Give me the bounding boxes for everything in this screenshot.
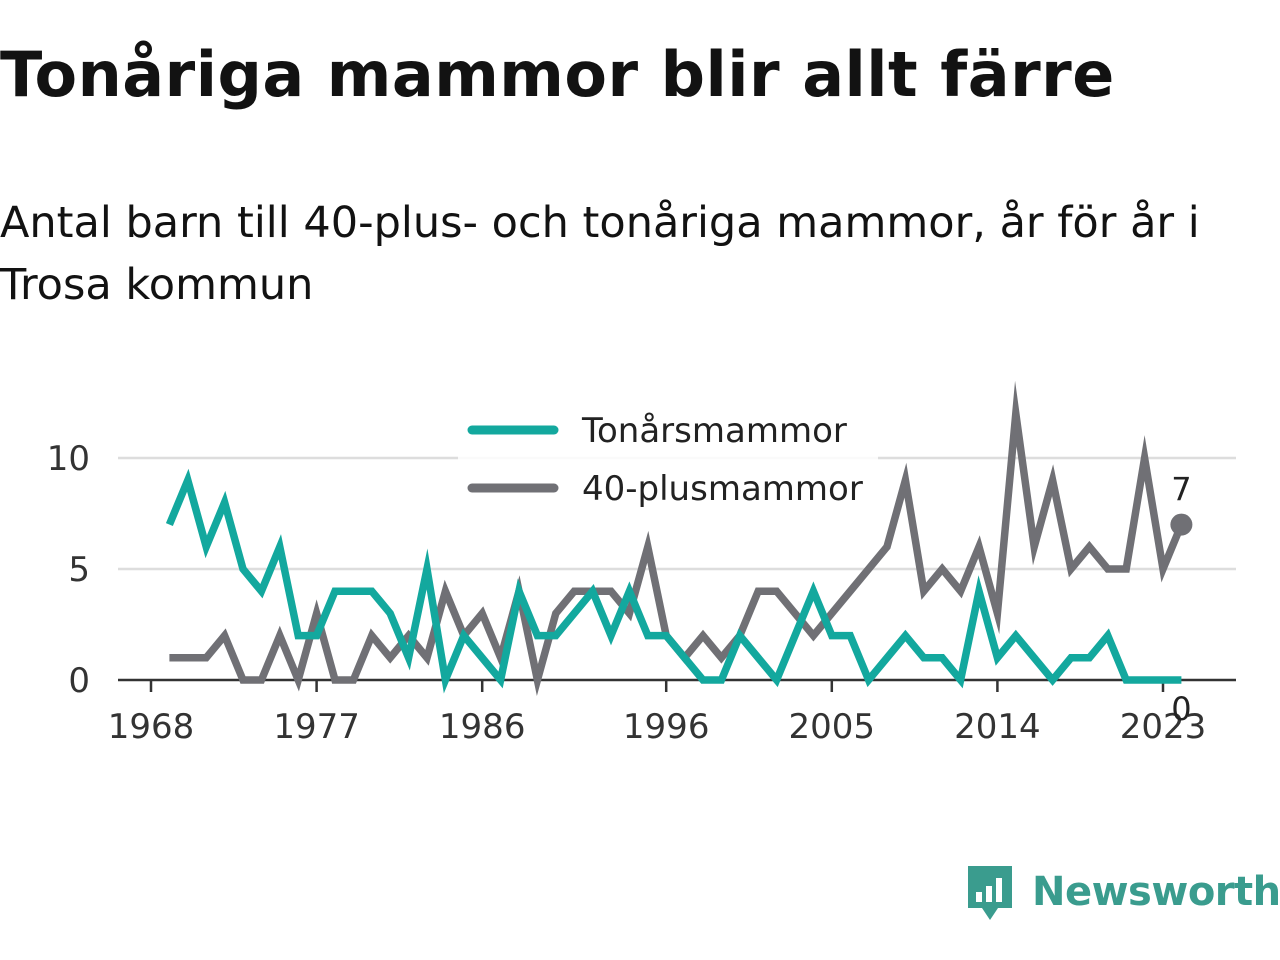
brand-name: Newsworthy bbox=[1032, 869, 1280, 915]
series-line-tonarsmammor bbox=[165, 468, 1182, 694]
bar-chart-speech-bubble-icon bbox=[968, 866, 1012, 920]
x-tick-label: 1977 bbox=[273, 707, 360, 747]
legend-label-40-plusmammor: 40-plusmammor bbox=[582, 469, 863, 509]
brand-logo: Newsworthy bbox=[964, 862, 1280, 922]
x-tick-label: 1968 bbox=[108, 707, 195, 747]
y-tick-label: 10 bbox=[47, 439, 90, 479]
x-tick-label: 1996 bbox=[623, 707, 710, 747]
series-lines bbox=[165, 380, 1193, 696]
legend: Tonårsmammor 40-plusmammor bbox=[458, 404, 878, 528]
y-tick-label: 5 bbox=[68, 550, 90, 590]
x-tick-label: 2014 bbox=[954, 707, 1041, 747]
x-axis: 1968 1977 1986 1996 2005 2014 2023 bbox=[108, 678, 1236, 747]
x-tick-label: 2023 bbox=[1120, 707, 1207, 747]
end-labels: 70 bbox=[1171, 471, 1191, 728]
y-axis-ticks: 0 5 10 bbox=[47, 439, 90, 701]
legend-background bbox=[458, 404, 878, 528]
chart-title: Tonåriga mammor blir allt färre bbox=[0, 38, 1115, 111]
end-marker-40-plusmammor bbox=[1170, 513, 1193, 536]
y-tick-label: 0 bbox=[68, 661, 90, 701]
x-tick-label: 2005 bbox=[789, 707, 876, 747]
legend-label-tonarsmammor: Tonårsmammor bbox=[581, 411, 847, 451]
line-chart: 0 5 10 1968 1977 1986 1996 2005 2014 2023 Tonårs… bbox=[47, 380, 1236, 747]
end-label-tonarsmammor: 0 bbox=[1171, 690, 1191, 728]
x-tick-label: 1986 bbox=[439, 707, 526, 747]
end-label-40-plusmammor: 7 bbox=[1171, 471, 1191, 509]
chart-subtitle: Antal barn till 40-plus- och tonåriga ma… bbox=[0, 198, 1200, 310]
